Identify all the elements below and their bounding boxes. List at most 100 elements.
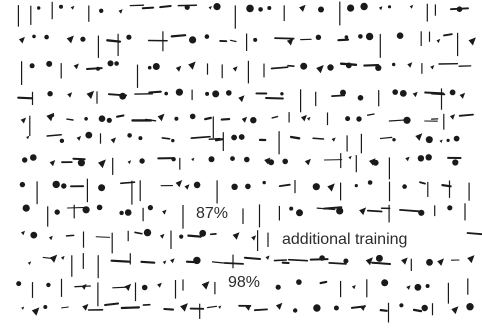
- glyph-fragment: [333, 305, 339, 311]
- glyph-fragment: [20, 117, 27, 124]
- glyph-fragment: [369, 158, 376, 166]
- glyph-fragment: [418, 209, 425, 216]
- glyph-fragment: [287, 64, 295, 67]
- glyph-fragment: [61, 255, 65, 260]
- glyph-fragment: [379, 309, 388, 312]
- glyph-fragment: [164, 91, 168, 96]
- glyph-fragment: [301, 114, 307, 122]
- glyph-fragment: [337, 38, 350, 42]
- glyph-fragment: [449, 89, 456, 96]
- glyph-fragment: [191, 157, 195, 162]
- glyph-fragment: [387, 5, 392, 9]
- glyph-fragment: [232, 66, 238, 72]
- glyph-fragment: [372, 159, 379, 166]
- glyph-fragment: [148, 90, 162, 94]
- glyph-fragment: [289, 206, 294, 211]
- glyph-fragment: [359, 207, 367, 216]
- glyph-fragment: [73, 63, 79, 70]
- glyph-fragment: [27, 261, 32, 265]
- glyph-fragment: [213, 3, 221, 11]
- glyph-fragment: [85, 131, 93, 139]
- glyph-fragment: [37, 6, 41, 10]
- glyph-fragment: [223, 262, 244, 265]
- glyph-fragment: [307, 116, 311, 121]
- glyph-fragment: [214, 138, 224, 142]
- glyph-fragment: [243, 256, 261, 260]
- glyph-fragment: [371, 261, 391, 265]
- glyph-fragment: [414, 283, 422, 291]
- glyph-fragment: [162, 209, 167, 215]
- glyph-fragment: [175, 65, 182, 72]
- glyph-fragment: [205, 91, 210, 96]
- glyph-fragment: [412, 91, 418, 98]
- glyph-fragment: [327, 64, 334, 71]
- glyph-fragment: [319, 280, 328, 285]
- glyph-fragment: [138, 136, 143, 141]
- glyph-fragment: [381, 279, 389, 287]
- glyph-fragment: [206, 305, 218, 309]
- glyph-fragment: [170, 258, 175, 264]
- glyph-fragment: [452, 159, 459, 166]
- glyph-fragment: [22, 204, 30, 212]
- glyph-fragment: [405, 156, 410, 162]
- glyph-fragment: [120, 306, 140, 310]
- glyph-fragment: [358, 34, 363, 39]
- glyph-fragment: [267, 6, 272, 10]
- glyph-fragment: [251, 235, 257, 241]
- glyph-fragment: [343, 258, 349, 264]
- glyph-fragment: [208, 156, 215, 163]
- glyph-fragment: [449, 114, 455, 120]
- glyph-fragment: [340, 89, 346, 96]
- glyph-fragment: [127, 160, 132, 165]
- glyph-fragment: [161, 137, 171, 140]
- glyph-fragment: [451, 306, 459, 315]
- glyph-fragment: [61, 183, 67, 189]
- glyph-fragment: [468, 37, 476, 46]
- glyph-fragment: [331, 94, 346, 97]
- glyph-fragment: [375, 64, 382, 71]
- glyph-fragment: [399, 90, 407, 97]
- glyph-fragment: [179, 234, 184, 239]
- glyph-fragment: [271, 115, 279, 119]
- glyph-fragment: [357, 95, 364, 101]
- glyph-fragment: [201, 281, 210, 290]
- glyph-fragment: [412, 308, 423, 313]
- glyph-fragment: [163, 307, 175, 311]
- glyph-fragment: [230, 156, 235, 162]
- glyph-fragment: [76, 135, 82, 141]
- glyph-fragment: [265, 96, 284, 100]
- glyph-fragment: [273, 259, 288, 262]
- glyph-fragment: [208, 137, 221, 141]
- glyph-fragment: [193, 181, 201, 189]
- glyph-fragment: [193, 256, 201, 265]
- glyph-fragment: [86, 90, 95, 99]
- glyph-fragment: [140, 260, 156, 264]
- glyph-fragment: [360, 304, 366, 311]
- glyph-fragment: [300, 62, 308, 70]
- glyph-fragment: [313, 304, 321, 312]
- glyph-fragment: [336, 207, 344, 215]
- glyph-fragment: [315, 34, 322, 40]
- glyph-fragment: [241, 116, 248, 123]
- glyph-fragment: [66, 35, 74, 44]
- glyph-fragment: [262, 180, 266, 185]
- glyph-fragment: [147, 205, 153, 211]
- glyph-fragment: [51, 113, 55, 117]
- glyph-fragment: [347, 4, 355, 12]
- glyph-fragment: [61, 306, 69, 309]
- glyph-fragment: [82, 206, 90, 214]
- glyph-fragment: [189, 113, 196, 120]
- glyph-fragment: [258, 7, 263, 12]
- glyph-fragment: [331, 137, 336, 142]
- glyph-fragment: [70, 5, 75, 10]
- glyph-fragment: [274, 37, 295, 40]
- glyph-fragment: [106, 117, 112, 123]
- glyph-fragment: [366, 209, 383, 213]
- glyph-fragment: [296, 209, 303, 217]
- glyph-fragment: [231, 134, 238, 141]
- glyph-fragment: [399, 303, 404, 308]
- glyph-fragment: [312, 137, 325, 140]
- glyph-fragment: [19, 181, 26, 188]
